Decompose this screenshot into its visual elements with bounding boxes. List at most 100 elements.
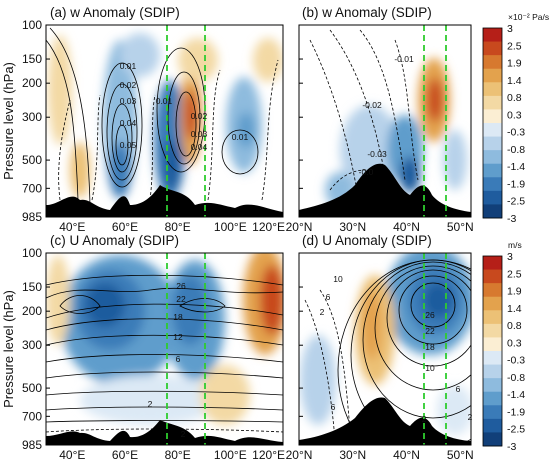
colorbar-swatch xyxy=(483,256,502,270)
x-tick-label: 60°E xyxy=(112,220,138,234)
contour-label: 0.01 xyxy=(156,96,173,106)
contour-label: 26 xyxy=(176,281,186,291)
contour-label: -0.0 xyxy=(359,167,374,177)
colorbar-label: 0.8 xyxy=(507,92,522,104)
contour-label: 22 xyxy=(176,294,186,304)
contour-label: 0.03 xyxy=(120,96,137,106)
colorbar-label: 0.3 xyxy=(507,109,522,121)
contour-label: 0.02 xyxy=(191,111,208,121)
colorbar-label: -0.3 xyxy=(507,355,525,367)
contour-label: 0.04 xyxy=(120,118,137,128)
anomaly-c-9 xyxy=(80,375,220,425)
colorbar-label: -2.5 xyxy=(507,424,525,436)
panel-a-shading xyxy=(46,27,283,217)
anomaly-a-1 xyxy=(48,35,72,145)
y-axis-label-bottom: Pressure level (hPa) xyxy=(1,290,16,408)
x-tick-label: 40°N xyxy=(393,220,420,234)
x-tick-label: 50°N xyxy=(447,220,474,234)
y-tick-label: 200 xyxy=(22,304,42,318)
contour-label: 0.05 xyxy=(120,140,137,150)
anomaly-d-6 xyxy=(300,335,336,425)
contour-label: 0.04 xyxy=(191,142,208,152)
topography-b xyxy=(299,163,471,217)
dynamic-marks: 100 150 200 300 500 700 985 40°E 60°E 80°E 100°E 12… xyxy=(22,18,525,462)
colorbar-label: 1.9 xyxy=(507,58,522,70)
y-tick-label: 700 xyxy=(22,181,42,195)
colorbar-frame xyxy=(482,27,503,219)
x-tick-label: 80°E xyxy=(165,448,191,462)
x-tick-label: 60°E xyxy=(112,448,138,462)
anomaly-b-5 xyxy=(427,78,443,122)
contour-label: -0.01 xyxy=(394,54,414,64)
colorbar-label: 3 xyxy=(507,23,513,35)
anomaly-a-12 xyxy=(70,142,90,198)
colorbar-frame xyxy=(482,255,503,447)
x-tick-label: 20°N xyxy=(286,220,313,234)
contour-label: 0.02 xyxy=(120,80,137,90)
colorbar-label: 3 xyxy=(507,251,513,263)
colorbar-swatch xyxy=(483,351,502,365)
x-tick-label: 30°N xyxy=(339,220,366,234)
colorbar-label: 1.4 xyxy=(507,75,522,87)
x-tick-label: 40°E xyxy=(59,448,85,462)
topography-d xyxy=(299,397,471,445)
contour-label: 2 xyxy=(148,399,153,409)
anomaly-c-7 xyxy=(260,265,283,335)
panel-d: (d) U Anomaly (SDIP) xyxy=(298,233,472,446)
colorbar-swatch xyxy=(483,323,502,338)
x-tick-label: 120°E xyxy=(252,448,285,462)
x-tick-label: 80°E xyxy=(165,220,191,234)
contour-label: 18 xyxy=(173,312,183,322)
colorbar-swatch xyxy=(483,136,502,151)
contour-label: -0.03 xyxy=(367,149,387,159)
colorbar-swatch xyxy=(483,378,502,393)
colorbar-swatch xyxy=(483,283,502,298)
colorbar-swatch xyxy=(483,82,502,97)
contour-label: 2 xyxy=(320,307,325,317)
colorbar-swatch xyxy=(483,28,502,42)
axes-frame-d xyxy=(298,252,472,446)
contour-label: 26 xyxy=(425,310,435,320)
colorbar-label: 0.3 xyxy=(507,337,522,349)
panel-c-contours xyxy=(46,274,283,423)
contour-label: 6 xyxy=(456,384,461,394)
anomaly-a-11 xyxy=(120,33,160,77)
x-tick-label: 100°E xyxy=(214,448,247,462)
x-tick-label: 20°N xyxy=(286,448,313,462)
colorbar-swatch xyxy=(483,364,502,379)
axes-frame-a xyxy=(45,24,284,218)
x-tick-label: 40°N xyxy=(393,448,420,462)
colorbar-swatch xyxy=(483,418,502,433)
panel-b: (b) w Anomaly (SDIP) xyxy=(298,5,472,218)
colorbar-swatch xyxy=(483,163,502,178)
anomaly-b-6 xyxy=(443,130,467,190)
panel-title-a: (a) w Anomaly (SDIP) xyxy=(50,5,180,20)
contour-label: 0.01 xyxy=(120,61,137,71)
colorbar-label: -1.9 xyxy=(507,406,525,418)
colorbar-swatch xyxy=(483,310,502,325)
y-tick-label: 500 xyxy=(22,153,42,167)
contour-label: -0.02 xyxy=(362,100,382,110)
colorbar-swatch xyxy=(483,55,502,70)
y-tick-label: 985 xyxy=(22,438,42,452)
y-tick-label: 985 xyxy=(22,210,42,224)
colorbar-swatch xyxy=(483,405,502,420)
y-tick-label: 100 xyxy=(22,18,42,32)
contour-label: 22 xyxy=(425,326,435,336)
y-tick-label: 300 xyxy=(22,338,42,352)
colorbar-swatch xyxy=(483,41,502,56)
colorbar-label: -1.9 xyxy=(507,178,525,190)
colorbar-label: 1.4 xyxy=(507,303,522,315)
contour-label: 10 xyxy=(333,274,343,284)
colorbar-swatch xyxy=(483,269,502,284)
anomaly-a-3 xyxy=(109,142,131,198)
panel-b-shading xyxy=(299,29,471,217)
panel-d-shading xyxy=(299,253,471,445)
colorbar-swatch xyxy=(483,109,502,124)
colorbar-label: -3 xyxy=(507,441,516,453)
panel-title-c: (c) U Anomaly (SDIP) xyxy=(50,233,179,248)
axes-frame-c xyxy=(45,252,284,446)
anomaly-a-13 xyxy=(253,38,283,82)
colorbar-unit-top: ×10⁻² Pa/s xyxy=(508,12,549,22)
